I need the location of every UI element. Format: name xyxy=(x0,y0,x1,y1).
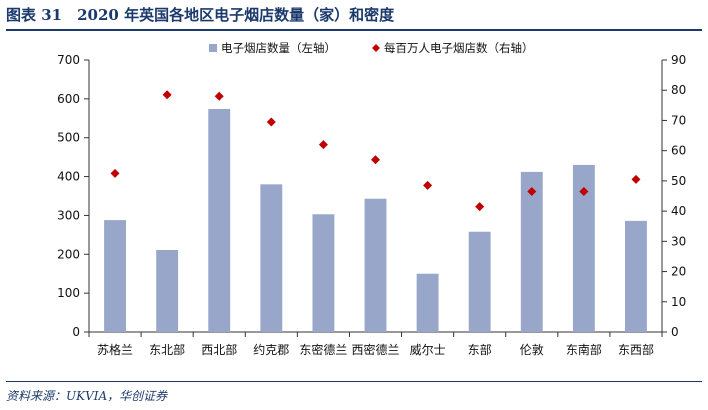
left-tick-label: 0 xyxy=(72,325,80,339)
legend-marker-swatch xyxy=(372,44,380,52)
bar xyxy=(104,220,126,332)
x-tick-label: 苏格兰 xyxy=(97,342,133,357)
left-tick-label: 100 xyxy=(57,286,80,300)
bar xyxy=(260,184,283,332)
density-marker xyxy=(579,186,589,196)
density-marker xyxy=(371,155,380,165)
right-tick-label: 50 xyxy=(671,174,686,188)
right-tick-label: 80 xyxy=(671,83,686,97)
density-marker xyxy=(162,90,172,100)
x-tick-label: 西北部 xyxy=(201,342,237,357)
right-tick-label: 60 xyxy=(671,144,686,158)
bar xyxy=(520,171,543,332)
right-tick-label: 0 xyxy=(671,325,679,339)
right-y-axis: 0 10 20 30 40 50 60 70 80 90 xyxy=(662,53,686,339)
left-tick-label: 600 xyxy=(57,92,80,106)
right-tick-label: 90 xyxy=(671,53,686,67)
x-tick-label: 威尔士 xyxy=(410,342,446,357)
left-tick-label: 300 xyxy=(57,208,80,222)
bar-series xyxy=(104,108,647,333)
chart: 0 100 200 300 400 500 600 700 0 10 20 30 40 50 60 70 80… xyxy=(57,41,686,357)
x-tick-label: 东西部 xyxy=(618,342,654,357)
left-tick-label: 700 xyxy=(57,53,80,67)
source-divider xyxy=(6,381,702,382)
left-y-axis: 0 100 200 300 400 500 600 700 xyxy=(57,53,89,339)
right-tick-label: 20 xyxy=(671,265,686,279)
x-tick-label: 东南部 xyxy=(566,342,602,357)
legend-bar-label: 电子烟店数量（左轴） xyxy=(221,41,336,55)
x-tick-label: 东部 xyxy=(468,342,492,357)
density-marker xyxy=(631,174,641,184)
bar xyxy=(416,273,439,332)
bar xyxy=(312,214,335,332)
right-tick-label: 10 xyxy=(671,295,686,309)
density-marker xyxy=(527,186,537,196)
bar xyxy=(208,108,231,333)
x-axis-labels: 苏格兰 东北部 西北部 约克郡 东密德兰 西密德兰 威尔士 东部 伦敦 东南部 东西部 xyxy=(97,342,654,357)
legend: 电子烟店数量（左轴） 每百万人电子烟店数（右轴） xyxy=(209,41,534,55)
density-marker xyxy=(423,180,433,190)
bar xyxy=(625,220,647,332)
bar xyxy=(572,164,595,332)
x-tick-label: 西密德兰 xyxy=(351,342,399,357)
title-underline xyxy=(6,29,702,31)
left-tick-label: 500 xyxy=(57,131,80,145)
density-marker xyxy=(475,202,485,212)
bar xyxy=(156,250,179,332)
legend-bar-swatch xyxy=(209,44,217,52)
density-marker xyxy=(318,140,328,150)
x-tick-label: 东北部 xyxy=(149,342,185,357)
right-tick-label: 70 xyxy=(671,113,686,127)
density-marker xyxy=(266,117,276,127)
x-tick-label: 伦敦 xyxy=(520,342,544,357)
source-note: 资料来源：UKVIA，华创证券 xyxy=(6,389,168,403)
density-marker xyxy=(110,168,120,178)
right-tick-label: 40 xyxy=(671,204,686,218)
x-tick-label: 约克郡 xyxy=(253,342,289,357)
marker-series xyxy=(110,90,641,212)
left-tick-label: 200 xyxy=(57,247,80,261)
right-tick-label: 30 xyxy=(671,234,686,248)
legend-marker-label: 每百万人电子烟店数（右轴） xyxy=(384,41,534,55)
density-marker xyxy=(214,91,224,101)
chart-title: 图表 31 2020 年英国各地区电子烟店数量（家）和密度 xyxy=(6,6,395,24)
bar xyxy=(364,198,387,332)
bar xyxy=(468,231,491,332)
left-tick-label: 400 xyxy=(57,170,80,184)
x-tick-label: 东密德兰 xyxy=(299,342,347,357)
